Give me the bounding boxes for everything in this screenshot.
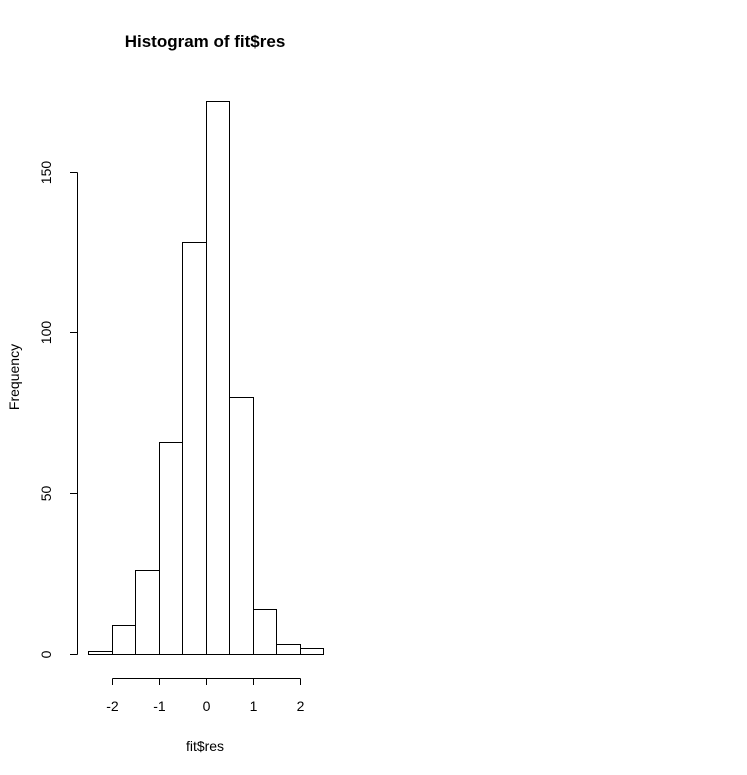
y-axis-label: Frequency: [6, 344, 22, 410]
x-tick-label: -2: [106, 698, 119, 714]
x-tick-label: 2: [297, 698, 305, 714]
y-axis: 0 50 100 150: [38, 161, 78, 658]
histogram-bar: [112, 625, 136, 655]
histogram-bar: [88, 651, 113, 655]
histogram-bar: [253, 609, 277, 655]
x-axis-label: fit$res: [186, 738, 224, 754]
bars-group: [88, 101, 324, 655]
histogram-bar: [229, 397, 254, 655]
x-tick-label: 0: [203, 698, 211, 714]
histogram-bar: [135, 570, 160, 655]
x-axis: -2 -1 0 1 2: [106, 678, 305, 714]
histogram-bar: [276, 644, 301, 655]
histogram-bar: [182, 242, 207, 655]
histogram-bar: [206, 101, 230, 655]
y-tick-label: 0: [38, 650, 54, 658]
y-tick-label: 50: [38, 486, 54, 502]
chart-title: Histogram of fit$res: [125, 32, 286, 51]
y-tick-label: 100: [38, 321, 54, 345]
y-tick-label: 150: [38, 161, 54, 185]
histogram-bar: [159, 442, 183, 655]
x-tick-label: 1: [250, 698, 258, 714]
histogram-bar: [300, 648, 324, 655]
x-tick-label: -1: [153, 698, 166, 714]
